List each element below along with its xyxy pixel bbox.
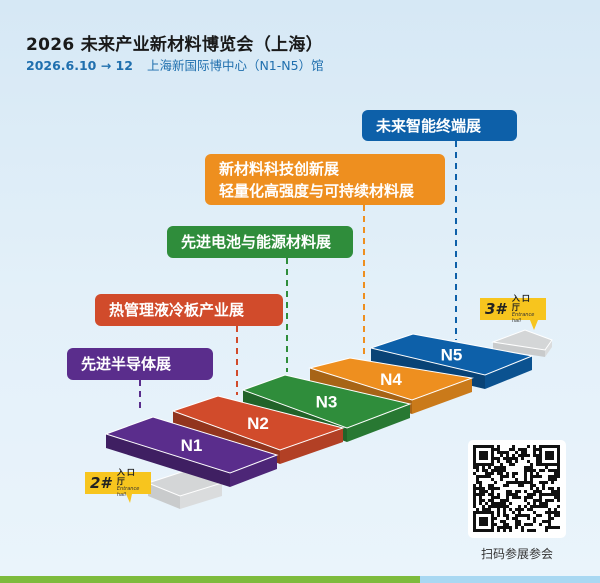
zone-label-text: 热管理液冷板产业展 — [109, 301, 245, 319]
event-date: 2026.6.10 → 12 — [26, 58, 133, 73]
zone-label-text-2: 轻量化高强度与可持续材料展 — [219, 181, 415, 200]
hall-top — [241, 374, 412, 429]
hall-n1[interactable]: N1 — [104, 416, 279, 487]
entrance-badge-2: 2# 入口厅 Entrance hall — [85, 468, 151, 498]
zone-label-text: 未来智能终端展 — [376, 116, 482, 135]
entrance-cn: 入口厅 — [511, 294, 532, 312]
hall-side — [485, 356, 532, 389]
hall-name: N1 — [181, 436, 203, 455]
qr-finder — [473, 511, 494, 532]
zone-label-n1: 先进半导体展 — [67, 348, 213, 380]
page-title: 2026 未来产业新材料博览会（上海） — [26, 35, 323, 55]
qr-caption: 扫码参展参会 — [480, 547, 553, 561]
entrance-number: 3# — [485, 300, 506, 318]
hall-side — [412, 378, 472, 414]
entrance-en: Entrance hall — [511, 312, 535, 324]
badge-pointer — [530, 320, 538, 330]
zone-label-n5: 未来智能终端展 — [362, 110, 517, 141]
entrance-badge-3: 3# 入口厅 Entrance hall — [480, 294, 546, 324]
hall-top — [308, 357, 474, 401]
footer-strip-blue — [420, 576, 600, 583]
qr-finder — [473, 445, 494, 466]
hall-side — [106, 434, 230, 487]
zone-label-text: 先进电池与能源材料展 — [181, 233, 332, 251]
hall-side — [230, 455, 277, 487]
entrance-cn: 入口厅 — [116, 468, 137, 486]
entrance-en: Entrance hall — [116, 486, 140, 498]
zone-label-n2: 热管理液冷板产业展 — [95, 294, 283, 326]
qr-finder — [539, 445, 560, 466]
hall-name: N3 — [316, 393, 338, 412]
hall-top — [369, 333, 534, 376]
zone-label-text: 新材料科技创新展 — [219, 159, 340, 178]
entrance-hall-3 — [491, 329, 553, 357]
footer-strip-green — [0, 576, 420, 583]
hall-top — [104, 416, 279, 474]
entrance-number: 2# — [90, 474, 111, 492]
hall-side — [347, 404, 410, 442]
hall-name: N4 — [380, 370, 402, 389]
zone-label-n3: 先进电池与能源材料展 — [167, 226, 353, 258]
hall-name: N2 — [247, 414, 269, 433]
qr-code[interactable] — [468, 440, 566, 538]
hall-side — [280, 428, 343, 464]
zone-label-text: 先进半导体展 — [81, 355, 172, 373]
zone-label-n4: 新材料科技创新展轻量化高强度与可持续材料展 — [205, 154, 445, 205]
hall-top — [171, 395, 345, 451]
event-venue: 上海新国际博中心（N1-N5）馆 — [146, 58, 324, 73]
hall-name: N5 — [441, 346, 463, 365]
event-info: 2026.6.10 → 12 上海新国际博中心（N1-N5）馆 — [26, 55, 324, 74]
badge-pointer — [126, 494, 132, 503]
